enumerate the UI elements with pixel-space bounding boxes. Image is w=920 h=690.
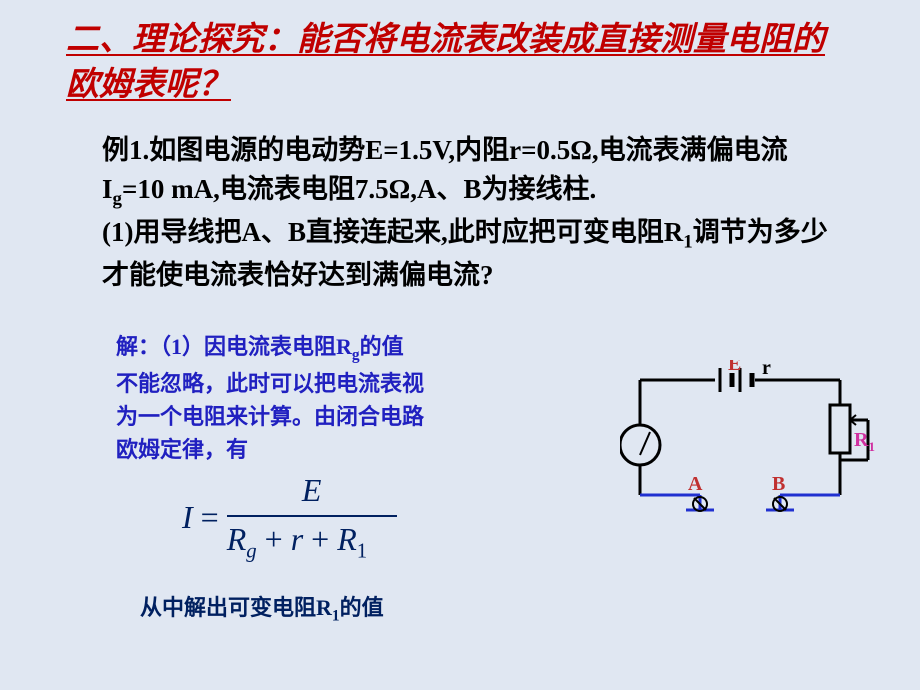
circuit-label-R1: R1 — [854, 429, 875, 454]
formula-I: I — [182, 499, 193, 535]
formula-r: r — [291, 521, 303, 557]
conclusion: 从中解出可变电阻R1的值 — [140, 590, 384, 625]
solution-block: 解：（1）因电流表电阻Rg的值 不能忽略，此时可以把电流表视 为一个电阻来计算。… — [116, 330, 576, 466]
formula: I = E Rg + r + R1 — [180, 470, 399, 565]
fraction-line — [227, 515, 397, 517]
formula-Rg-sub: g — [246, 539, 256, 562]
sol-t1-sub: g — [352, 346, 360, 363]
problem-statement: 例1.如图电源的电动势E=1.5V,内阻r=0.5Ω,电流表满偏电流Ig=10 … — [102, 131, 834, 295]
circuit-label-E: E — [728, 360, 741, 375]
formula-plus2: + — [303, 521, 337, 557]
circuit-label-A: A — [688, 473, 703, 495]
formula-R1: R — [337, 521, 357, 557]
sol-t1: 解：（1）因电流表电阻R — [116, 334, 352, 359]
problem-sub-g: g — [113, 189, 122, 210]
formula-Rg: R — [227, 521, 247, 557]
sol-t3: 为一个电阻来计算。由闭合电路 — [116, 404, 424, 429]
formula-plus1: + — [257, 521, 291, 557]
slide: 二、理论探究：能否将电流表改装成直接测量电阻的欧姆表呢？ 例1.如图电源的电动势… — [0, 0, 920, 690]
problem-sub-1: 1 — [683, 231, 692, 252]
section-title: 二、理论探究：能否将电流表改装成直接测量电阻的欧姆表呢？ — [66, 18, 854, 107]
circuit-diagram: E r R1 A B — [620, 360, 880, 540]
sol-t2: 不能忽略，此时可以把电流表视 — [116, 371, 424, 396]
sol-t1b: 的值 — [360, 334, 404, 359]
circuit-svg: E r R1 A B — [620, 360, 880, 540]
sol-t4: 欧姆定律，有 — [116, 437, 248, 462]
formula-eq: = — [193, 499, 219, 535]
circuit-label-r: r — [762, 360, 771, 379]
concl-sub: 1 — [332, 607, 340, 624]
formula-E: E — [302, 472, 322, 508]
circuit-label-B: B — [772, 473, 785, 495]
problem-text-1b: =10 mA,电流表电阻7.5Ω,A、B为接线柱. — [122, 174, 596, 204]
problem-text-2a: (1)用导线把A、B直接连起来,此时应把可变电阻R — [102, 217, 683, 247]
concl-t2: 的值 — [340, 595, 384, 620]
formula-R1-sub: 1 — [357, 539, 367, 562]
solution-text: 解：（1）因电流表电阻Rg的值 不能忽略，此时可以把电流表视 为一个电阻来计算。… — [116, 330, 576, 466]
concl-t1: 从中解出可变电阻R — [140, 595, 332, 620]
